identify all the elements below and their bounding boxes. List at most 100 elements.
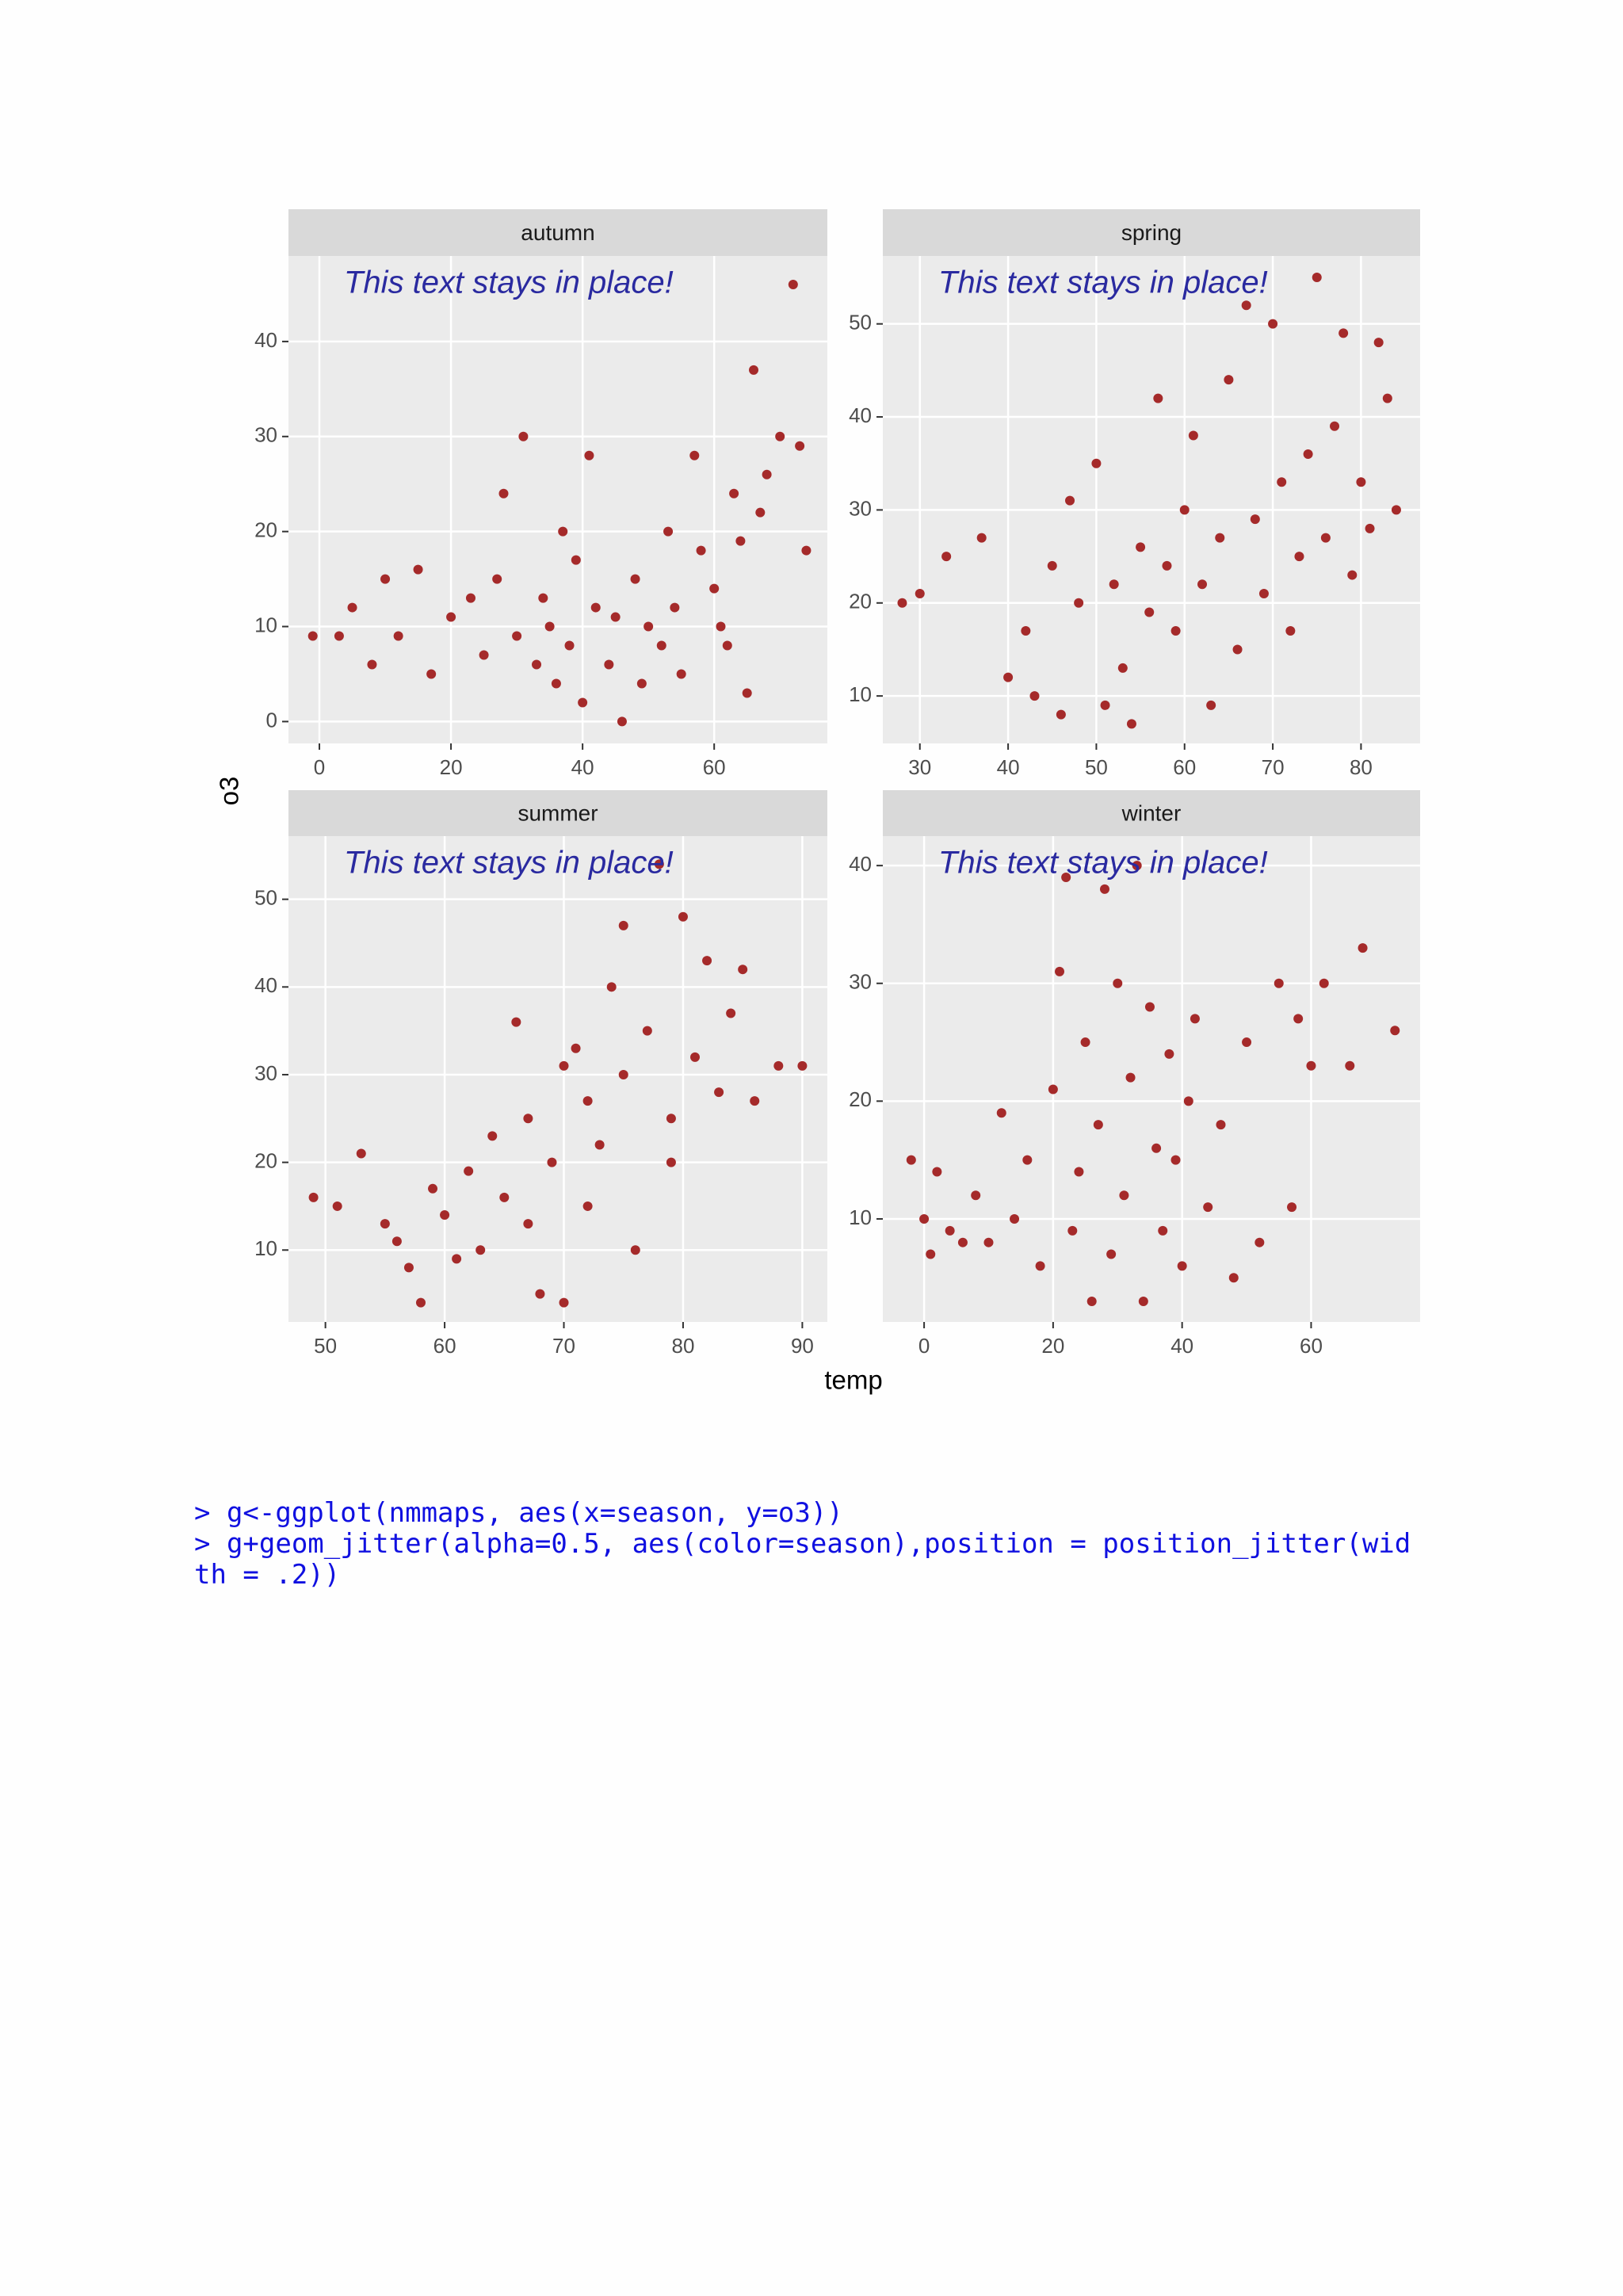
- point: [1091, 458, 1102, 468]
- x-tick-label: 0: [918, 1334, 930, 1358]
- panel: [883, 836, 1420, 1322]
- point: [1144, 607, 1155, 617]
- x-tick-label: 80: [1350, 755, 1373, 779]
- point: [393, 631, 403, 641]
- point: [1067, 1225, 1078, 1236]
- point: [1029, 691, 1040, 701]
- point: [663, 526, 674, 537]
- point: [897, 598, 907, 608]
- code-line: > g<-ggplot(nmmaps, aes(x=season, y=o3)): [194, 1497, 843, 1529]
- point: [1215, 533, 1225, 543]
- point: [945, 1225, 955, 1236]
- point: [941, 552, 952, 562]
- point: [971, 1190, 981, 1201]
- point: [1183, 1096, 1193, 1106]
- point: [347, 602, 357, 613]
- x-tick-label: 0: [314, 755, 325, 779]
- point: [1347, 570, 1358, 580]
- point: [729, 488, 739, 499]
- point: [415, 1297, 426, 1308]
- point: [1022, 1155, 1033, 1165]
- point: [1338, 328, 1349, 338]
- point: [1061, 873, 1071, 883]
- point: [1356, 477, 1366, 487]
- strip: [883, 790, 1420, 836]
- point: [1093, 1120, 1103, 1130]
- point: [996, 1108, 1006, 1118]
- point: [1294, 552, 1304, 562]
- point: [1132, 861, 1142, 871]
- point: [1250, 514, 1260, 525]
- point: [1390, 1026, 1400, 1036]
- point: [1319, 978, 1329, 988]
- point: [544, 621, 555, 632]
- point: [380, 574, 391, 584]
- point: [915, 589, 925, 599]
- point: [582, 1201, 593, 1211]
- panel: [288, 836, 827, 1322]
- point: [499, 1192, 510, 1202]
- x-tick-label: 80: [672, 1334, 695, 1358]
- code-line: th = .2)): [194, 1559, 340, 1591]
- point: [446, 612, 456, 622]
- point: [551, 678, 561, 689]
- point: [356, 1148, 366, 1159]
- y-tick-label: 20: [849, 590, 872, 613]
- point: [367, 659, 377, 670]
- point: [1099, 884, 1109, 894]
- point: [1224, 375, 1234, 385]
- point: [475, 1245, 486, 1255]
- point: [714, 1087, 724, 1098]
- point: [630, 1245, 640, 1255]
- point: [702, 956, 712, 966]
- strip: [288, 209, 827, 256]
- point: [1138, 1296, 1148, 1306]
- y-tick-label: 30: [849, 496, 872, 520]
- point: [1320, 533, 1331, 543]
- point: [742, 688, 752, 698]
- point: [538, 593, 548, 603]
- point: [618, 1069, 628, 1079]
- point: [1190, 1014, 1200, 1024]
- point: [558, 526, 568, 537]
- point: [391, 1236, 402, 1247]
- point: [1254, 1237, 1265, 1247]
- point: [547, 1157, 557, 1167]
- point: [440, 1210, 450, 1221]
- point: [571, 555, 581, 565]
- x-axis-title: temp: [824, 1366, 882, 1395]
- x-tick-label: 40: [997, 755, 1020, 779]
- point: [676, 669, 686, 679]
- y-tick-label: 30: [254, 423, 277, 447]
- point: [413, 564, 423, 575]
- x-tick-label: 70: [1262, 755, 1285, 779]
- x-tick-label: 60: [703, 755, 726, 779]
- point: [334, 631, 344, 641]
- point: [722, 640, 732, 651]
- point: [1179, 505, 1190, 515]
- point: [636, 678, 647, 689]
- point: [643, 621, 654, 632]
- point: [750, 1096, 760, 1106]
- point: [1188, 430, 1198, 441]
- point: [1206, 700, 1216, 710]
- point: [919, 1213, 930, 1224]
- point: [535, 1289, 545, 1299]
- point: [1048, 1084, 1058, 1095]
- point: [642, 1026, 652, 1036]
- point: [738, 965, 748, 975]
- point: [403, 1263, 414, 1273]
- point: [307, 631, 318, 641]
- point: [795, 441, 805, 451]
- point: [1232, 644, 1243, 655]
- point: [1274, 978, 1284, 988]
- point: [492, 574, 502, 584]
- point: [1277, 477, 1287, 487]
- y-tick-label: 30: [254, 1061, 277, 1085]
- y-tick-label: 10: [849, 1205, 872, 1229]
- strip: [883, 209, 1420, 256]
- point: [1106, 1249, 1117, 1259]
- point: [559, 1297, 569, 1308]
- point: [1136, 542, 1146, 552]
